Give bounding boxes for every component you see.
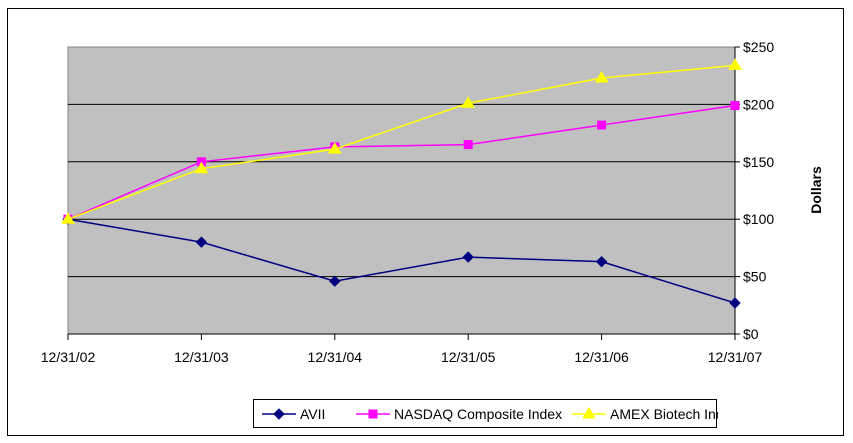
- x-tick-label: 12/31/03: [174, 349, 229, 365]
- x-tick-label: 12/31/05: [441, 349, 496, 365]
- x-axis: 12/31/02 12/31/03 12/31/04 12/31/05 12/31/06…: [41, 333, 763, 365]
- legend-item: NASDAQ Composite Index: [356, 406, 562, 422]
- data-point: [597, 120, 607, 130]
- series-3: [61, 58, 742, 224]
- legend-marker: [273, 408, 285, 420]
- y-axis-label: Dollars: [808, 166, 824, 214]
- y-tick-label: $100: [743, 211, 774, 227]
- data-point: [462, 251, 474, 263]
- series-group: [61, 58, 742, 309]
- y-tick-label: $150: [743, 154, 774, 170]
- y-tick-label: $200: [743, 96, 774, 112]
- data-point: [595, 255, 608, 268]
- y-tick-label: $50: [743, 269, 767, 285]
- data-point: [730, 101, 740, 111]
- y-tick-label: $0: [743, 326, 759, 342]
- data-point: [195, 236, 208, 248]
- legend-label: NASDAQ Composite Index: [394, 406, 562, 422]
- series-line: [67, 64, 736, 220]
- series-line: [67, 218, 736, 304]
- data-point: [194, 161, 209, 174]
- data-point: [728, 58, 742, 70]
- data-point: [461, 96, 476, 108]
- data-point: [327, 142, 342, 154]
- plot-area: [67, 46, 736, 335]
- y-tick-label: $250: [743, 39, 774, 55]
- legend-label: AMEX Biotech Index: [610, 406, 718, 422]
- x-tick-label: 12/31/07: [708, 349, 763, 365]
- data-point: [729, 297, 741, 309]
- data-point: [329, 275, 341, 287]
- legend: AVII NASDAQ Composite Index AMEX Biotech I…: [253, 399, 718, 428]
- legend-marker: [582, 407, 596, 419]
- legend-marker: [368, 409, 378, 419]
- y-axis: $0 $50 $100 $150 $200 $250: [734, 39, 774, 342]
- data-point: [594, 71, 609, 83]
- x-tick-label: 12/31/06: [574, 349, 629, 365]
- x-tick-label: 12/31/02: [41, 349, 96, 365]
- series-line: [67, 104, 736, 220]
- gridlines: [68, 103, 735, 278]
- legend-item: AVII: [262, 406, 325, 422]
- x-tick-label: 12/31/04: [308, 349, 363, 365]
- data-point: [463, 140, 473, 150]
- data-point: [61, 212, 75, 224]
- legend-item: AMEX Biotech Index: [572, 406, 718, 422]
- legend-label: AVII: [300, 406, 325, 422]
